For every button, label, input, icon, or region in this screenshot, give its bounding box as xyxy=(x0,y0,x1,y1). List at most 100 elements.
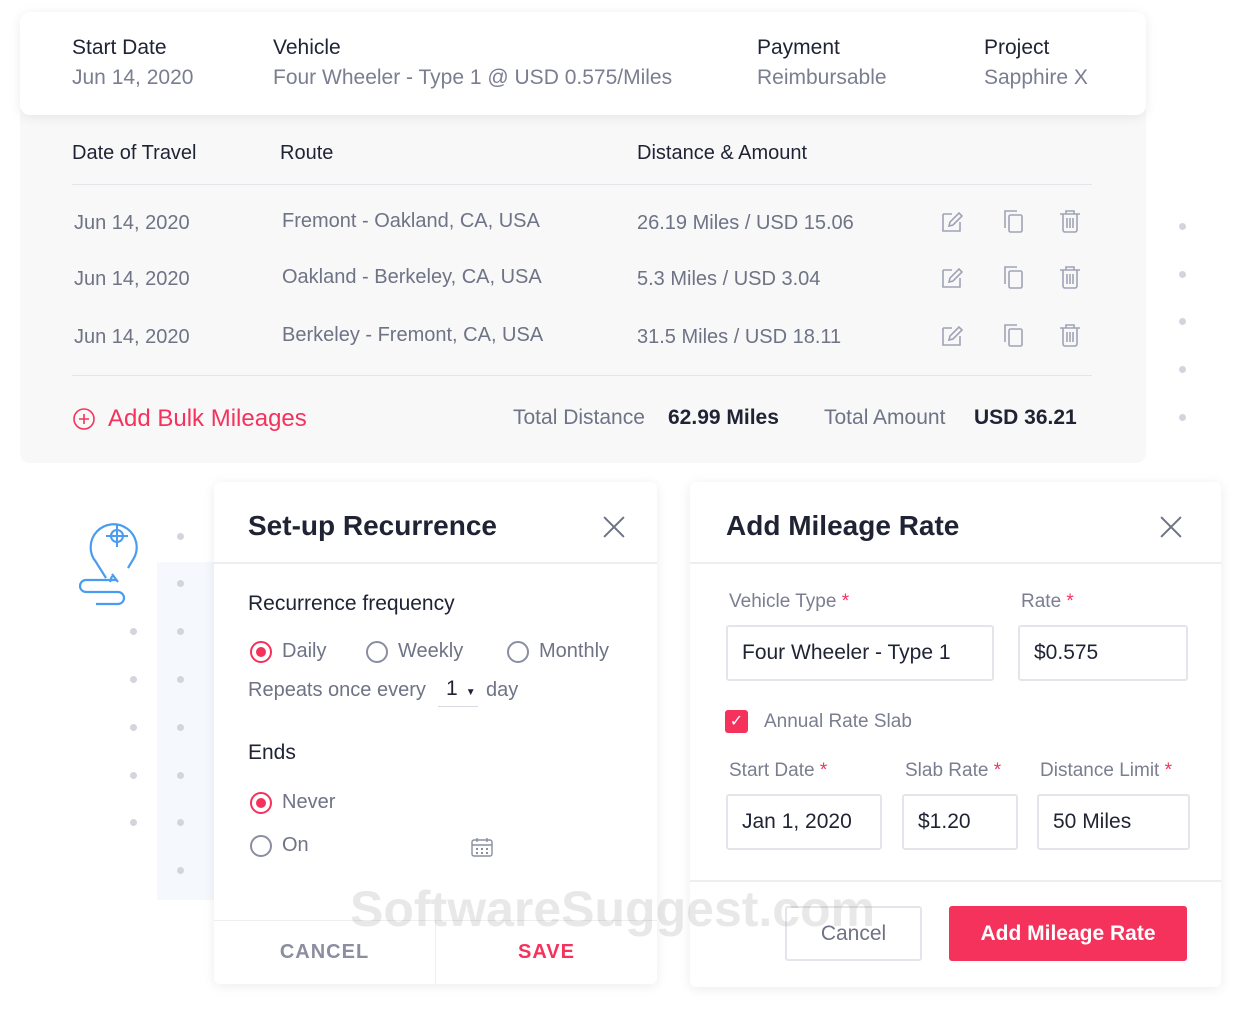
radio-weekly[interactable]: Weekly xyxy=(366,640,463,663)
add-mileage-rate-button[interactable]: Add Mileage Rate xyxy=(949,906,1187,961)
delete-icon[interactable] xyxy=(1057,208,1083,234)
row-route: Oakland - Berkeley, CA, USA xyxy=(282,266,542,288)
divider xyxy=(214,562,657,564)
edit-icon[interactable] xyxy=(939,208,965,234)
radio-daily[interactable]: Daily xyxy=(250,640,326,663)
total-distance-value: 62.99 Miles xyxy=(668,406,779,429)
cancel-button[interactable]: Cancel xyxy=(785,906,922,961)
decorative-dot xyxy=(1179,223,1186,230)
cancel-button[interactable]: CANCEL xyxy=(279,940,370,963)
decorative-dot xyxy=(1179,366,1186,373)
caret-down-icon: ▼ xyxy=(465,687,476,698)
summary-payment: Payment Reimbursable xyxy=(757,36,887,90)
required-mark: * xyxy=(841,591,850,612)
required-mark: * xyxy=(1066,591,1074,612)
divider xyxy=(690,562,1221,564)
summary-project: Project Sapphire X xyxy=(984,36,1088,90)
annual-rate-slab-checkbox[interactable]: ✓ xyxy=(725,710,748,733)
option-label: On xyxy=(282,834,309,856)
copy-icon[interactable] xyxy=(1000,322,1026,348)
decorative-dot xyxy=(177,676,184,683)
edit-icon[interactable] xyxy=(939,322,965,348)
radio-on[interactable]: On xyxy=(250,834,309,857)
add-mileage-rate-dialog xyxy=(690,482,1221,987)
copy-icon[interactable] xyxy=(1000,264,1026,290)
decorative-dot xyxy=(1179,271,1186,278)
row-route: Berkeley - Fremont, CA, USA xyxy=(282,324,544,346)
slab-rate-label: Slab Rate * xyxy=(905,760,1001,782)
value: Reimbursable xyxy=(757,66,887,89)
row-date: Jun 14, 2020 xyxy=(74,268,190,290)
decorative-dot xyxy=(1179,414,1186,421)
vehicle-type-field[interactable]: Four Wheeler - Type 1 xyxy=(726,625,994,681)
add-bulk-mileages-link[interactable]: Add Bulk Mileages xyxy=(72,405,307,433)
repeats-value: 1 xyxy=(446,677,458,700)
total-distance-label: Total Distance xyxy=(513,406,645,429)
ends-label: Ends xyxy=(248,741,296,764)
row-amount: 31.5 Miles / USD 18.11 xyxy=(637,326,842,348)
plus-circle-icon xyxy=(73,408,95,430)
frequency-label: Recurrence frequency xyxy=(248,592,455,615)
dialog-title: Set-up Recurrence xyxy=(248,510,497,541)
divider xyxy=(72,184,1092,185)
row-date: Jun 14, 2020 xyxy=(74,326,190,348)
distance-limit-field[interactable]: 50 Miles xyxy=(1037,794,1190,850)
delete-icon[interactable] xyxy=(1057,264,1083,290)
start-date-label: Start Date * xyxy=(729,760,827,782)
decorative-dot xyxy=(177,867,184,874)
mileage-table-panel xyxy=(20,100,1146,463)
add-bulk-label: Add Bulk Mileages xyxy=(108,405,307,432)
option-label: Weekly xyxy=(398,640,464,662)
value: Sapphire X xyxy=(984,66,1088,89)
rate-field[interactable]: $0.575 xyxy=(1018,625,1188,681)
decorative-dot xyxy=(177,580,184,587)
close-icon[interactable] xyxy=(1160,516,1182,538)
required-mark: * xyxy=(993,760,1002,781)
label-text: Vehicle Type xyxy=(729,591,837,612)
summary-vehicle: Vehicle Four Wheeler - Type 1 @ USD 0.575… xyxy=(273,36,672,90)
decorative-dot xyxy=(130,676,137,683)
close-icon[interactable] xyxy=(603,516,625,538)
label-text: Slab Rate xyxy=(905,760,989,781)
total-amount-value: USD 36.21 xyxy=(974,406,1077,429)
decorative-dot xyxy=(130,628,137,635)
divider xyxy=(435,920,436,984)
divider xyxy=(690,880,1221,882)
start-date-field[interactable]: Jan 1, 2020 xyxy=(726,794,882,850)
map-pin-route-icon xyxy=(78,523,138,606)
required-mark: * xyxy=(819,760,828,781)
decorative-dot xyxy=(177,819,184,826)
vehicle-type-label: Vehicle Type * xyxy=(729,591,849,613)
radio-icon xyxy=(250,834,272,857)
summary-start-date: Start Date Jun 14, 2020 xyxy=(72,36,193,90)
radio-icon xyxy=(250,640,272,663)
rate-label: Rate * xyxy=(1021,591,1074,613)
label-text: Distance Limit xyxy=(1040,760,1160,781)
label: Start Date xyxy=(72,36,167,59)
decorative-dot xyxy=(177,724,184,731)
copy-icon[interactable] xyxy=(1000,208,1026,234)
label: Vehicle xyxy=(273,36,341,59)
edit-icon[interactable] xyxy=(939,264,965,290)
repeats-label: Repeats once every xyxy=(248,679,426,701)
radio-monthly[interactable]: Monthly xyxy=(507,640,609,663)
label-text: Start Date xyxy=(729,760,815,781)
decorative-dot xyxy=(177,628,184,635)
save-button[interactable]: SAVE xyxy=(518,940,575,963)
col-route: Route xyxy=(280,142,334,164)
slab-rate-field[interactable]: $1.20 xyxy=(902,794,1018,850)
label: Payment xyxy=(757,36,840,59)
radio-never[interactable]: Never xyxy=(250,791,335,814)
recurrence-dialog xyxy=(214,482,657,984)
decorative-dot xyxy=(130,819,137,826)
required-mark: * xyxy=(1164,760,1173,781)
delete-icon[interactable] xyxy=(1057,322,1083,348)
label: Project xyxy=(984,36,1050,59)
repeats-unit: day xyxy=(486,679,519,701)
calendar-icon[interactable] xyxy=(471,837,493,857)
decorative-dot xyxy=(1179,318,1186,325)
repeats-select[interactable]: 1 ▼ xyxy=(438,677,478,707)
dialog-title: Add Mileage Rate xyxy=(726,510,960,541)
annual-rate-slab-label: Annual Rate Slab xyxy=(764,711,912,732)
total-amount-label: Total Amount xyxy=(824,406,946,429)
